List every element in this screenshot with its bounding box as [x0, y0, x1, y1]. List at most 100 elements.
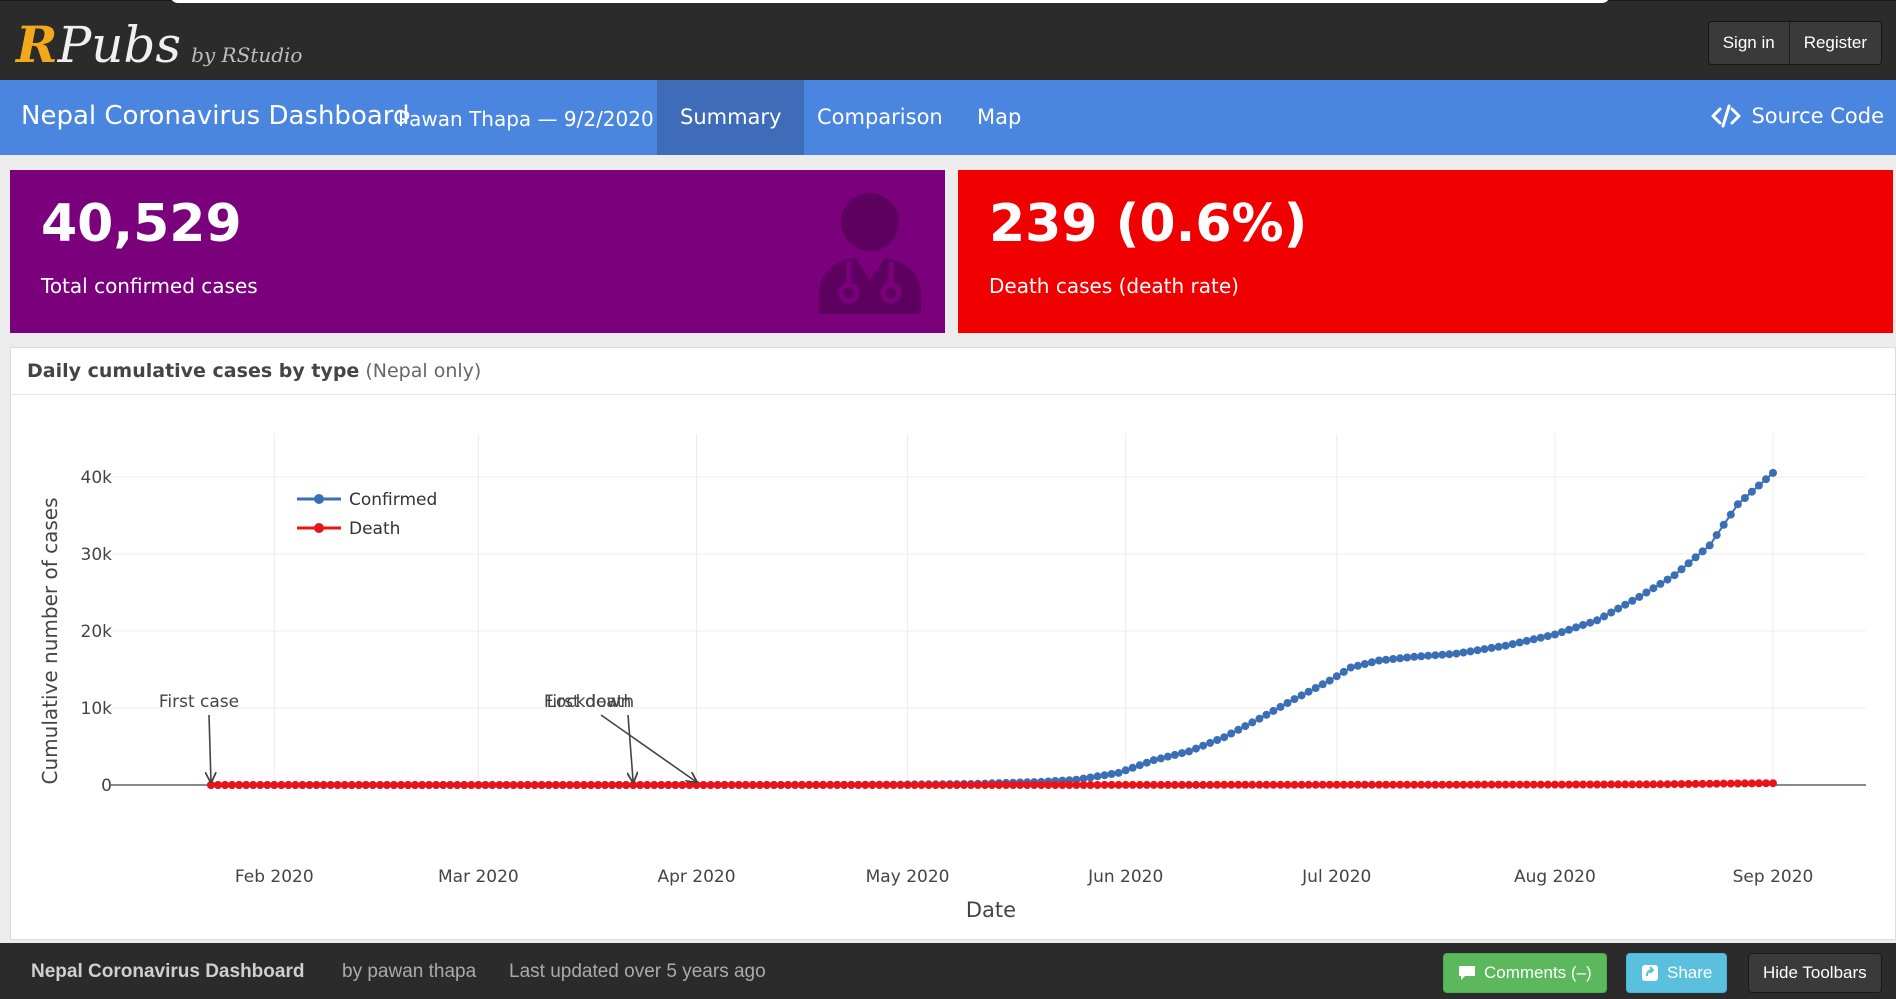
death-point — [1030, 781, 1039, 789]
death-point — [312, 781, 321, 789]
tab-comparison[interactable]: Comparison — [817, 105, 943, 129]
death-point — [1677, 780, 1686, 789]
legend-swatch-marker — [314, 523, 324, 533]
death-point — [854, 781, 863, 789]
death-point — [1093, 781, 1102, 789]
footer-author[interactable]: by pawan thapa — [342, 961, 477, 982]
death-point — [565, 781, 574, 789]
confirmed-point — [1494, 642, 1503, 651]
death-point — [467, 781, 476, 789]
death-point — [1009, 781, 1018, 789]
death-point — [1213, 780, 1222, 789]
confirmed-point — [1656, 579, 1665, 588]
death-point — [826, 781, 835, 789]
y-axis-label: Cumulative number of cases — [38, 498, 62, 785]
footer-doc-title: Nepal Coronavirus Dashboard — [31, 961, 305, 982]
death-point — [207, 781, 215, 789]
death-point — [1733, 779, 1742, 788]
death-point — [558, 781, 567, 789]
death-point — [1565, 780, 1573, 789]
death-point — [776, 781, 785, 789]
hide-toolbars-button[interactable]: Hide Toolbars — [1748, 953, 1882, 993]
confirmed-point — [1529, 635, 1538, 644]
confirmed-point — [1698, 547, 1707, 556]
death-point — [572, 781, 581, 789]
death-point — [1283, 780, 1292, 789]
confirmed-point — [1185, 747, 1193, 756]
death-point — [1051, 781, 1060, 789]
share-button[interactable]: Share — [1626, 953, 1728, 993]
confirmed-point — [1367, 658, 1376, 667]
death-point — [791, 781, 799, 789]
death-point — [1614, 780, 1623, 789]
death-point — [1192, 780, 1200, 789]
death-point — [1149, 780, 1158, 789]
death-point — [973, 781, 982, 789]
confirmed-point — [1100, 771, 1109, 780]
death-point — [1318, 780, 1327, 789]
confirmed-value-box: 40,529 Total confirmed cases — [10, 170, 945, 333]
source-code-link[interactable]: Source Code — [1711, 104, 1884, 128]
deaths-value: 239 (0.6%) — [989, 194, 1308, 254]
death-point — [903, 781, 912, 789]
death-point — [1276, 780, 1285, 789]
confirmed-point — [1677, 565, 1686, 574]
confirmed-point — [1543, 632, 1552, 641]
death-point — [1473, 780, 1482, 789]
death-point — [1494, 780, 1503, 789]
confirmed-point — [1262, 710, 1271, 719]
death-point — [1529, 780, 1538, 789]
death-point — [551, 781, 560, 789]
death-point — [1163, 780, 1172, 789]
y-tick-label: 30k — [81, 545, 113, 565]
death-point — [1339, 780, 1348, 789]
rpubs-logo[interactable]: RPubs by RStudio — [16, 15, 302, 74]
death-point — [1058, 781, 1067, 789]
confirmed-point — [1135, 761, 1144, 770]
tab-map[interactable]: Map — [977, 105, 1022, 129]
death-point — [1234, 780, 1243, 789]
death-point — [1375, 780, 1383, 789]
confirmed-point — [1220, 733, 1229, 742]
confirmed-point — [1093, 772, 1102, 781]
death-point — [678, 781, 687, 789]
confirmed-point — [1663, 575, 1672, 584]
confirmed-point — [1600, 612, 1609, 621]
tab-summary[interactable]: Summary — [657, 80, 805, 155]
dashboard-title[interactable]: Nepal Coronavirus Dashboard — [21, 101, 410, 131]
confirmed-point — [1705, 541, 1714, 550]
annotation-label: Lockdown — [547, 692, 632, 712]
confirmed-point — [1325, 676, 1334, 685]
confirmed-point — [1192, 744, 1200, 753]
death-point — [298, 781, 307, 789]
confirmed-point — [1156, 754, 1165, 763]
death-point — [277, 781, 286, 789]
death-point — [1382, 780, 1390, 789]
rpubs-bottom-toolbar: Nepal Coronavirus Dashboard by pawan tha… — [0, 943, 1896, 999]
confirmed-point — [1424, 651, 1433, 660]
confirmed-point — [1241, 722, 1250, 731]
death-point — [713, 781, 722, 789]
confirmed-series-line — [211, 472, 1774, 786]
comments-button[interactable]: Comments (–) — [1443, 953, 1607, 993]
confirmed-point — [1227, 729, 1236, 738]
death-point — [727, 781, 736, 789]
annotation-arrow — [209, 714, 211, 782]
register-button[interactable]: Register — [1789, 22, 1881, 64]
y-tick-label: 0 — [101, 776, 112, 796]
death-point — [382, 781, 391, 789]
death-point — [249, 781, 258, 789]
comments-label: Comments (–) — [1484, 963, 1592, 982]
death-point — [995, 781, 1003, 789]
death-point — [1684, 780, 1693, 788]
death-point — [1670, 780, 1679, 789]
death-point — [1452, 780, 1461, 789]
death-point — [256, 781, 265, 789]
confirmed-point — [1726, 510, 1735, 519]
death-point — [432, 781, 441, 789]
sign-in-button[interactable]: Sign in — [1708, 22, 1790, 64]
confirmed-point — [1389, 655, 1398, 663]
death-point — [1466, 780, 1475, 789]
cumulative-cases-chart[interactable]: 0 10k 20k 30k 40k Feb 2020 Mar 2020 Apr 2020 May… — [11, 395, 1895, 938]
confirmed-point — [1607, 608, 1616, 617]
